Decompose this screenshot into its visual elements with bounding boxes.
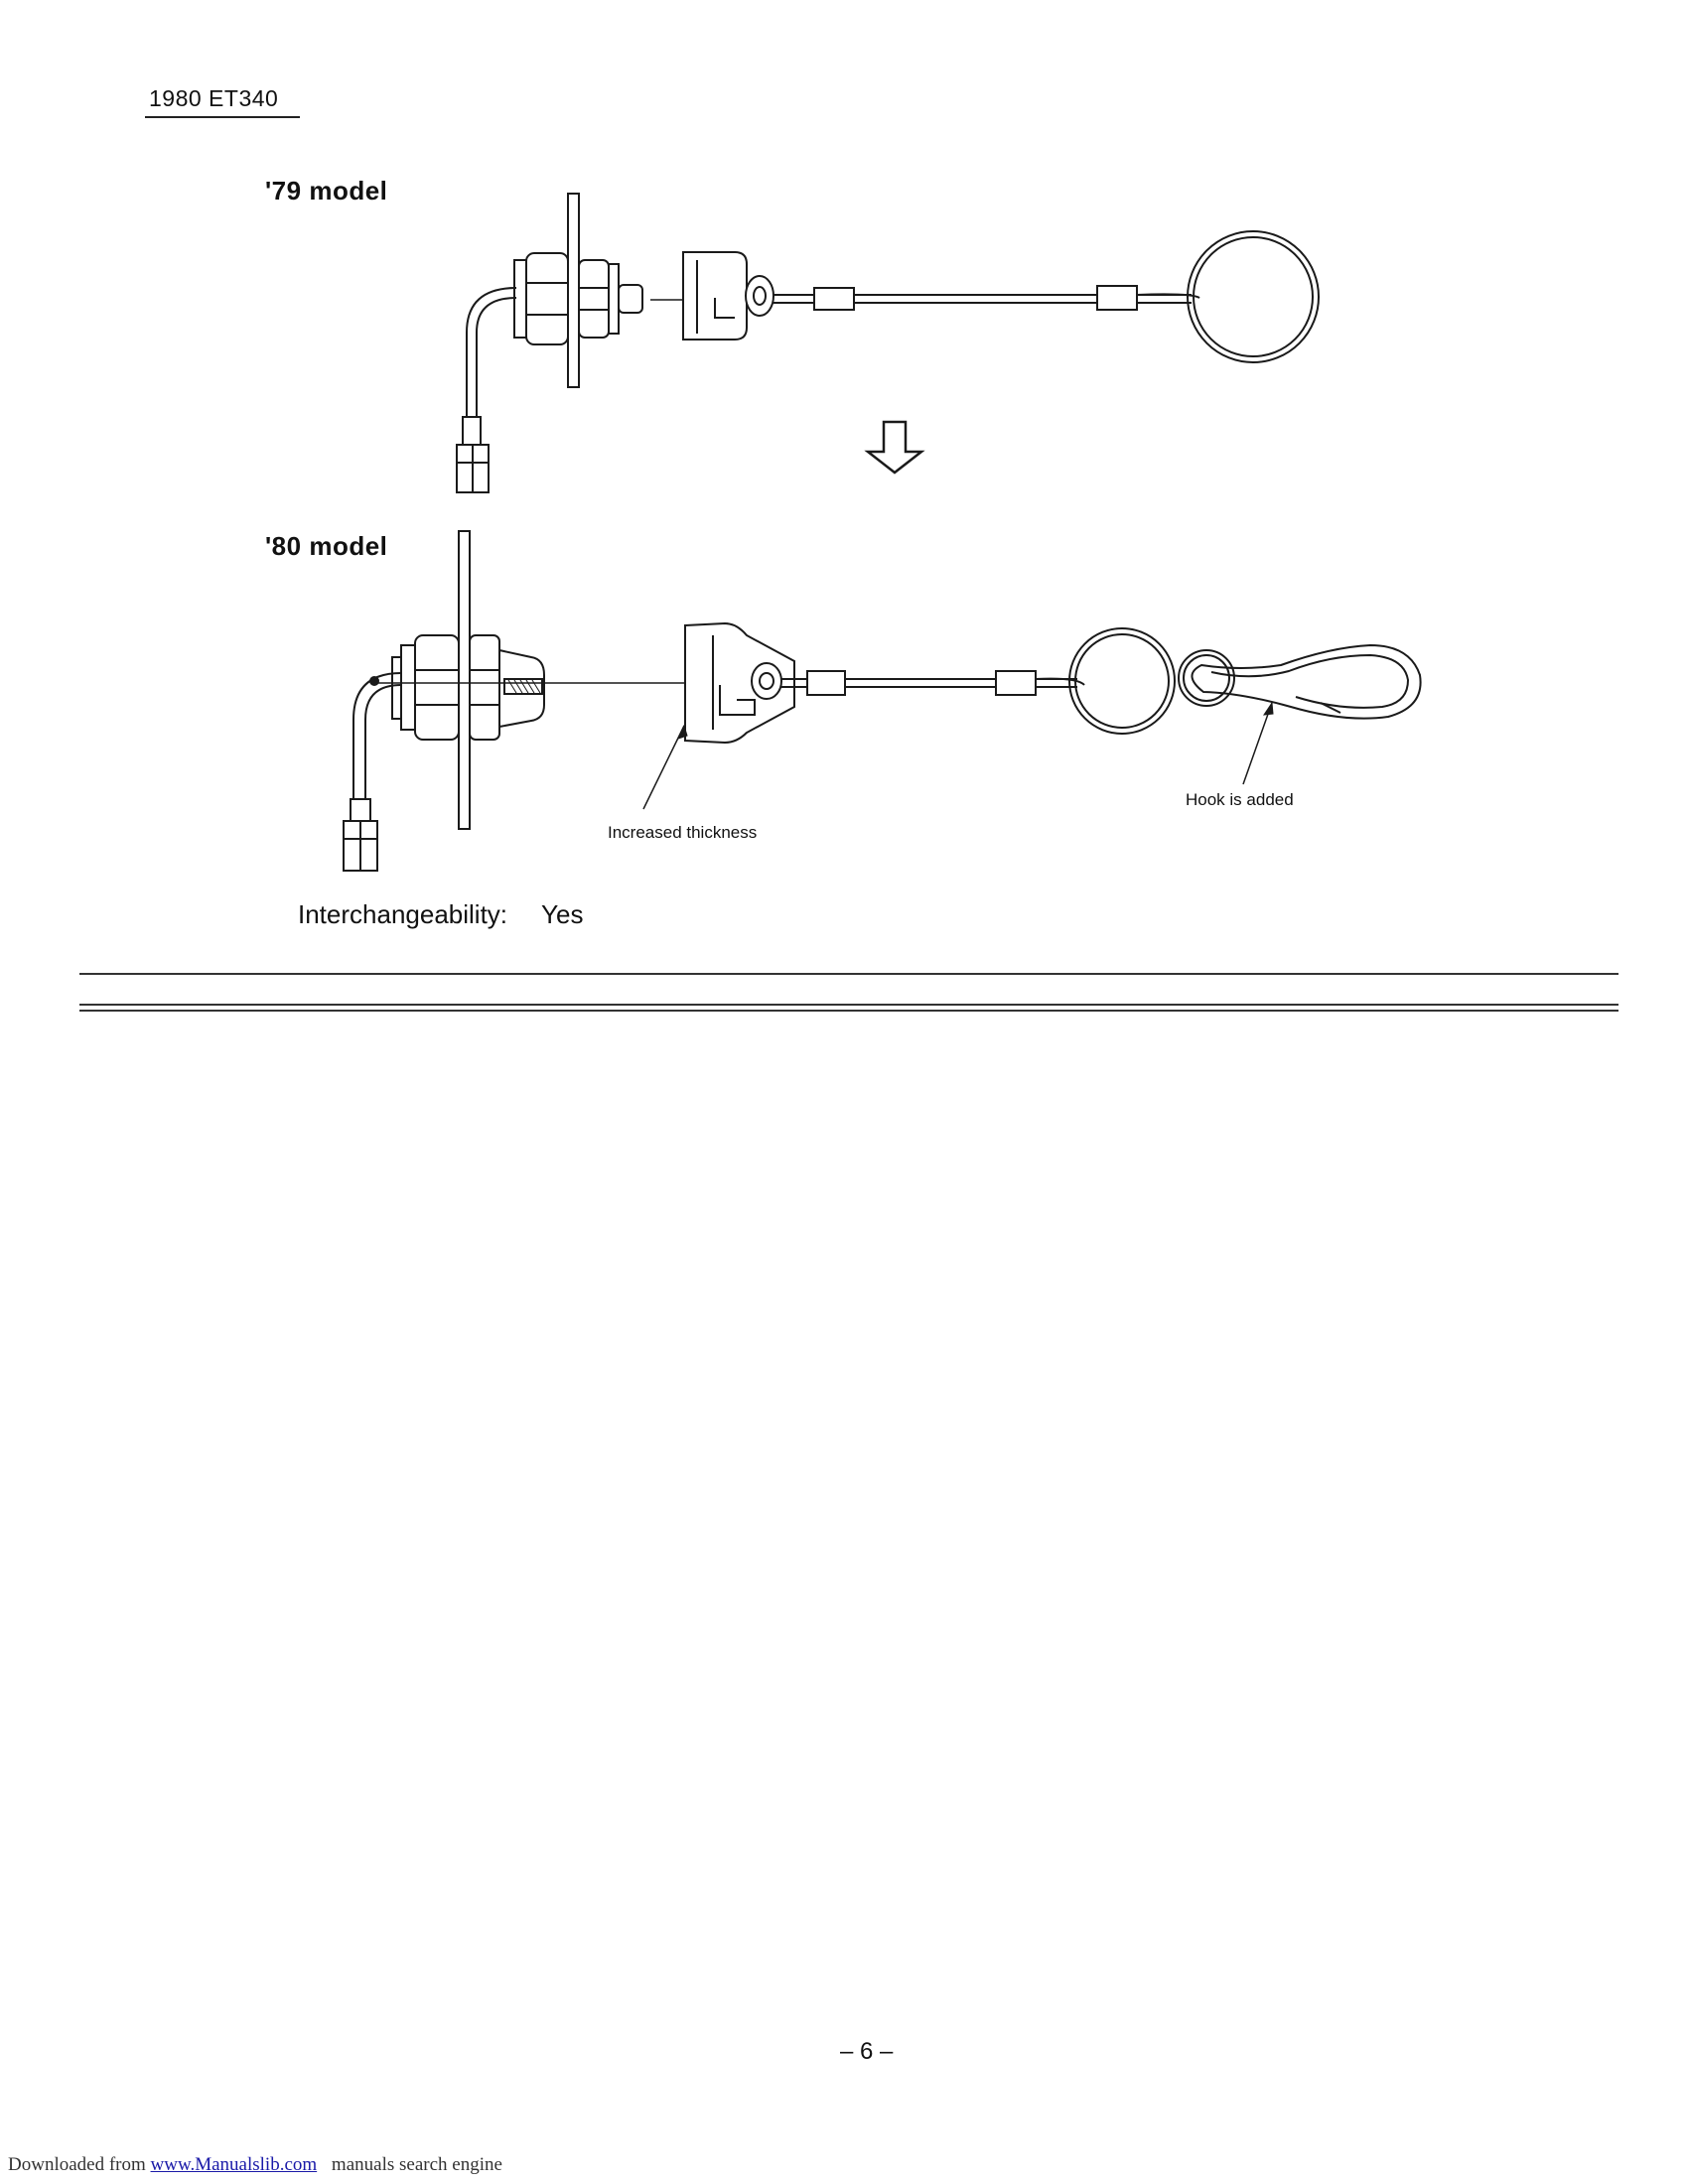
footer-prefix: Downloaded from — [8, 2154, 146, 2175]
leader-hook — [1243, 703, 1272, 784]
model-80-cap-cord-hook — [685, 623, 1421, 743]
footer-suffix: manuals search engine — [331, 2154, 502, 2175]
section-rule-top — [79, 973, 1618, 975]
model-79-label: '79 model — [265, 176, 388, 205]
interchangeability-label: Interchangeability: — [298, 899, 508, 929]
page-number: – 6 – — [840, 2038, 894, 2065]
model-80-switch-assembly — [344, 531, 544, 871]
header-underline — [145, 116, 300, 118]
model-79-switch-assembly — [457, 194, 642, 492]
callout-hook-added: Hook is added — [1186, 790, 1294, 809]
document-code: 1980 ET340 — [149, 85, 279, 111]
download-footer: Downloaded from www.Manualslib.com manua… — [8, 2154, 502, 2176]
model-79-cap-and-cord — [683, 231, 1319, 362]
section-rule-mid — [79, 1004, 1618, 1006]
section-rule-bottom — [79, 1010, 1618, 1012]
model-80-label: '80 model — [265, 531, 388, 561]
interchangeability-line: Interchangeability: Yes — [298, 899, 583, 930]
leader-thickness — [643, 726, 684, 809]
down-arrow-icon — [868, 422, 921, 473]
interchangeability-value: Yes — [541, 899, 584, 929]
callout-increased-thickness: Increased thickness — [608, 823, 758, 842]
manualslib-link[interactable]: www.Manualslib.com — [150, 2154, 318, 2175]
